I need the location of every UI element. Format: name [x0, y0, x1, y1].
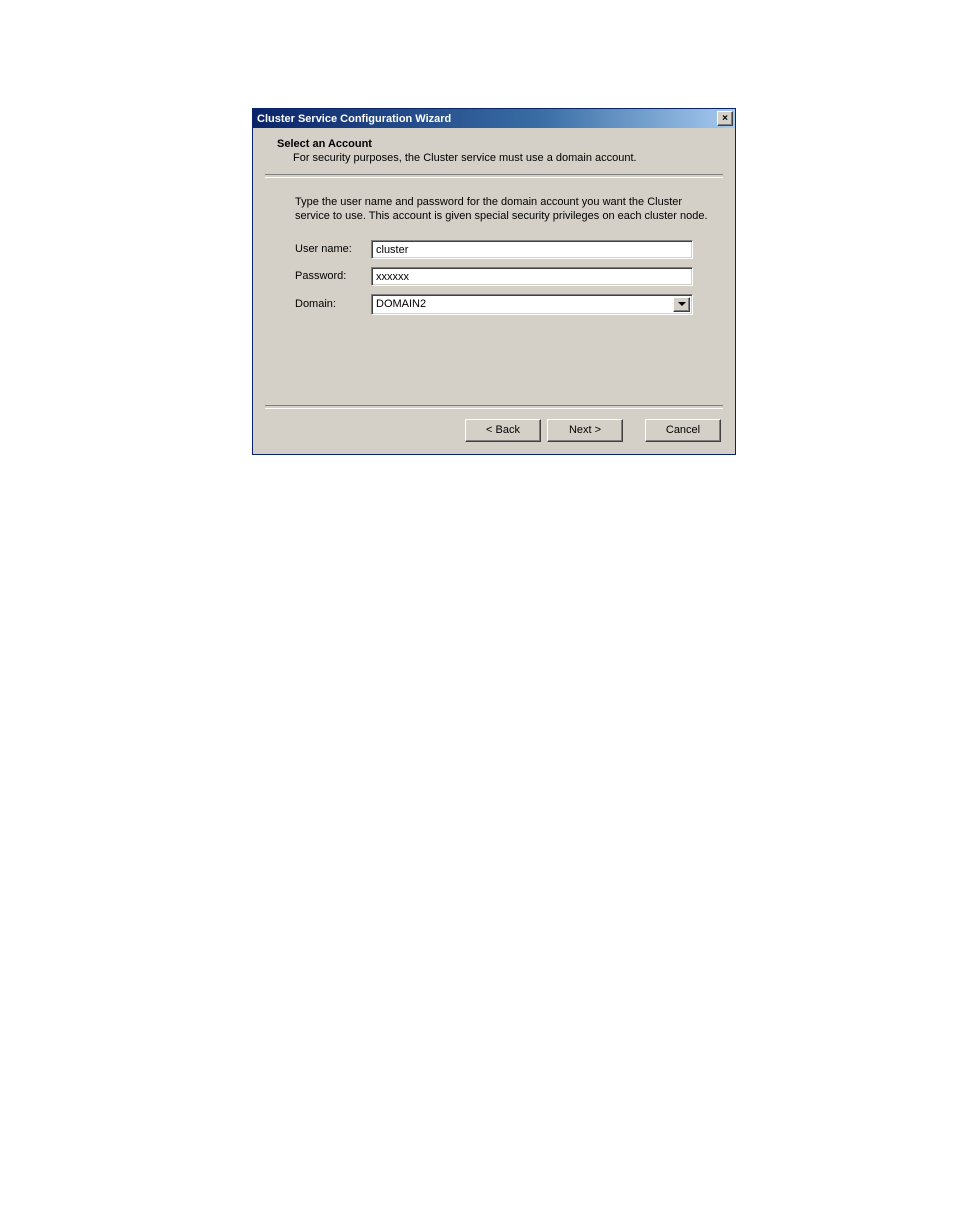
password-row: Password: — [295, 267, 693, 286]
page-title: Select an Account — [277, 138, 735, 150]
content-spacer — [253, 323, 735, 418]
button-gap — [629, 419, 639, 442]
wizard-dialog: Cluster Service Configuration Wizard × S… — [252, 108, 736, 455]
titlebar: Cluster Service Configuration Wizard × — [253, 109, 735, 128]
form-area: User name: Password: Domain: DOMAIN2 — [253, 240, 735, 315]
chevron-down-icon — [678, 302, 686, 306]
domain-dropdown-button[interactable] — [673, 297, 690, 312]
username-input[interactable] — [371, 240, 693, 259]
username-label: User name: — [295, 243, 371, 255]
domain-combobox[interactable]: DOMAIN2 — [371, 294, 693, 315]
header-area: Select an Account For security purposes,… — [253, 128, 735, 174]
cancel-button[interactable]: Cancel — [645, 419, 721, 442]
domain-label: Domain: — [295, 298, 371, 310]
password-input[interactable] — [371, 267, 693, 286]
password-label: Password: — [295, 270, 371, 282]
close-button[interactable]: × — [717, 111, 733, 126]
next-button[interactable]: Next > — [547, 419, 623, 442]
titlebar-title: Cluster Service Configuration Wizard — [257, 113, 451, 125]
instruction-text: Type the user name and password for the … — [253, 178, 735, 240]
domain-row: Domain: DOMAIN2 — [295, 294, 693, 315]
footer: < Back Next > Cancel — [253, 405, 735, 442]
domain-value: DOMAIN2 — [372, 295, 673, 314]
back-button[interactable]: < Back — [465, 419, 541, 442]
username-row: User name: — [295, 240, 693, 259]
button-row: < Back Next > Cancel — [253, 409, 735, 442]
page-subtitle: For security purposes, the Cluster servi… — [277, 152, 735, 164]
close-icon: × — [722, 113, 728, 124]
